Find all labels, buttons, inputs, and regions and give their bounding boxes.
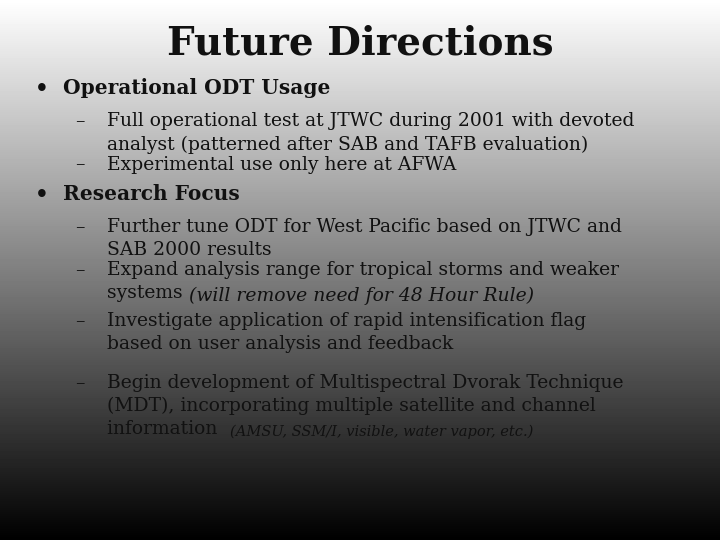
Text: –: – <box>76 218 85 235</box>
Text: •: • <box>35 78 48 100</box>
Text: Operational ODT Usage: Operational ODT Usage <box>63 78 330 98</box>
Text: (will remove need for 48 Hour Rule): (will remove need for 48 Hour Rule) <box>189 287 534 305</box>
Text: –: – <box>76 312 85 330</box>
Text: –: – <box>76 156 85 173</box>
Text: Full operational test at JTWC during 2001 with devoted
analyst (patterned after : Full operational test at JTWC during 200… <box>107 112 634 153</box>
Text: Experimental use only here at AFWA: Experimental use only here at AFWA <box>107 156 456 173</box>
Text: Begin development of Multispectral Dvorak Technique
(MDT), incorporating multipl: Begin development of Multispectral Dvora… <box>107 374 623 438</box>
Text: Expand analysis range for tropical storms and weaker
systems: Expand analysis range for tropical storm… <box>107 261 618 302</box>
Text: –: – <box>76 112 85 130</box>
Text: Further tune ODT for West Pacific based on JTWC and
SAB 2000 results: Further tune ODT for West Pacific based … <box>107 218 621 259</box>
Text: Future Directions: Future Directions <box>167 24 553 62</box>
Text: Investigate application of rapid intensification flag
based on user analysis and: Investigate application of rapid intensi… <box>107 312 585 353</box>
Text: Research Focus: Research Focus <box>63 184 240 204</box>
Text: (AMSU, SSM/I, visible, water vapor, etc.): (AMSU, SSM/I, visible, water vapor, etc.… <box>230 424 534 438</box>
Text: •: • <box>35 184 48 206</box>
Text: –: – <box>76 374 85 391</box>
Text: –: – <box>76 261 85 279</box>
